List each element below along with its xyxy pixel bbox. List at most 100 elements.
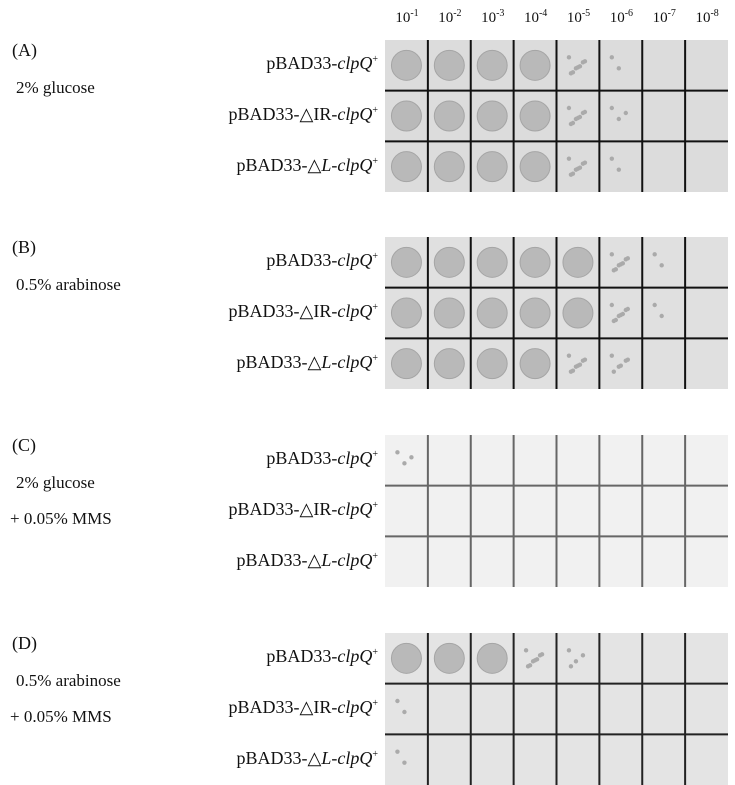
- colony: [528, 663, 532, 667]
- spot: [434, 152, 464, 182]
- colony: [610, 353, 614, 357]
- colony: [610, 252, 614, 256]
- header-exponent: -8: [710, 8, 718, 19]
- colony: [610, 156, 614, 160]
- spot: [477, 349, 507, 379]
- strain-label: pBAD33-clpQ+: [8, 53, 378, 74]
- column-header: 10-2: [428, 8, 472, 27]
- spot: [434, 247, 464, 277]
- label-part: pBAD33-△: [237, 352, 322, 372]
- spot: [563, 298, 593, 328]
- label-part: +: [372, 54, 378, 65]
- spot: [477, 101, 507, 131]
- spot: [520, 101, 550, 131]
- column-header: 10-1: [385, 8, 429, 27]
- label-part: clpQ: [337, 53, 372, 73]
- spot: [477, 298, 507, 328]
- colony: [617, 117, 621, 121]
- label-part: +: [372, 105, 378, 116]
- header-base: 10: [524, 10, 539, 26]
- colony: [624, 111, 628, 115]
- column-header: 10-5: [557, 8, 601, 27]
- header-base: 10: [481, 10, 496, 26]
- colony: [659, 314, 663, 318]
- spot: [434, 298, 464, 328]
- label-part: clpQ: [337, 155, 372, 175]
- label-part: L: [321, 550, 331, 570]
- header-exponent: -6: [625, 8, 633, 19]
- spot: [391, 349, 421, 379]
- header-base: 10: [653, 10, 668, 26]
- spot: [434, 349, 464, 379]
- label-part: pBAD33-: [266, 250, 337, 270]
- colony: [612, 369, 616, 373]
- colony: [621, 261, 625, 265]
- spot: [391, 152, 421, 182]
- label-part: clpQ: [337, 250, 372, 270]
- label-part: clpQ: [337, 104, 372, 124]
- spot: [477, 50, 507, 80]
- label-part: pBAD33-△IR-: [229, 697, 338, 717]
- spot: [477, 247, 507, 277]
- label-part: L: [321, 748, 331, 768]
- label-part: clpQ: [337, 748, 372, 768]
- header-exponent: -1: [410, 8, 418, 19]
- condition: 0.5% arabinose: [16, 671, 121, 691]
- header-exponent: -7: [668, 8, 676, 19]
- label-part: pBAD33-△: [237, 155, 322, 175]
- spot: [391, 50, 421, 80]
- condition: 0.5% arabinose: [16, 275, 121, 295]
- colony: [540, 652, 544, 656]
- label-part: L: [321, 352, 331, 372]
- label-part: +: [372, 302, 378, 313]
- label-part: +: [372, 251, 378, 262]
- colony: [409, 455, 413, 459]
- label-part: clpQ: [337, 499, 372, 519]
- spot: [477, 152, 507, 182]
- colony: [402, 461, 406, 465]
- condition: 2% glucose: [16, 473, 95, 493]
- label-part: +: [372, 156, 378, 167]
- strain-label: pBAD33-△IR-clpQ+: [8, 104, 378, 125]
- label-part: clpQ: [337, 301, 372, 321]
- label-part: +: [372, 698, 378, 709]
- label-part: +: [372, 551, 378, 562]
- strain-label: pBAD33-△IR-clpQ+: [8, 301, 378, 322]
- colony: [626, 307, 630, 311]
- label-part: pBAD33-△: [237, 550, 322, 570]
- header-exponent: -3: [496, 8, 504, 19]
- colony: [578, 115, 582, 119]
- colony: [614, 318, 618, 322]
- colony: [571, 121, 575, 125]
- spot: [520, 247, 550, 277]
- label-part: +: [372, 749, 378, 760]
- colony: [610, 106, 614, 110]
- spot: [434, 643, 464, 673]
- label-part: clpQ: [337, 550, 372, 570]
- colony: [578, 362, 582, 366]
- colony: [652, 303, 656, 307]
- label-part: +: [372, 449, 378, 460]
- spot: [520, 298, 550, 328]
- colony: [583, 160, 587, 164]
- colony: [567, 648, 571, 652]
- colony: [659, 263, 663, 267]
- colony: [395, 450, 399, 454]
- colony: [571, 70, 575, 74]
- colony: [583, 110, 587, 114]
- strain-label: pBAD33-△IR-clpQ+: [8, 697, 378, 718]
- spot: [520, 152, 550, 182]
- colony: [617, 66, 621, 70]
- colony: [567, 156, 571, 160]
- colony: [395, 749, 399, 753]
- colony: [581, 653, 585, 657]
- colony: [610, 303, 614, 307]
- colony: [567, 106, 571, 110]
- colony: [619, 363, 623, 367]
- column-header: 10-8: [685, 8, 729, 27]
- strain-label: pBAD33-clpQ+: [8, 448, 378, 469]
- spot: [434, 50, 464, 80]
- colony: [402, 760, 406, 764]
- label-part: clpQ: [337, 697, 372, 717]
- label-part: clpQ: [337, 352, 372, 372]
